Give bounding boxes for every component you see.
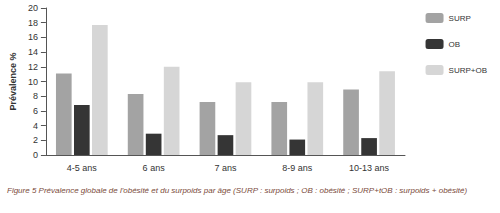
svg-text:SURP+OB: SURP+OB (449, 66, 487, 75)
svg-text:4: 4 (33, 121, 38, 131)
svg-text:10: 10 (28, 77, 38, 87)
svg-text:20: 20 (28, 3, 38, 13)
svg-text:14: 14 (28, 47, 38, 57)
svg-text:18: 18 (28, 18, 38, 28)
svg-text:0: 0 (33, 150, 38, 160)
svg-text:10-13 ans: 10-13 ans (349, 163, 390, 173)
svg-text:4-5 ans: 4-5 ans (67, 163, 98, 173)
svg-text:Prévalence %: Prévalence % (8, 52, 18, 110)
svg-text:OB: OB (449, 40, 461, 49)
svg-text:6 ans: 6 ans (143, 163, 166, 173)
svg-text:SURP: SURP (449, 14, 471, 23)
svg-text:8: 8 (33, 91, 38, 101)
svg-text:7 ans: 7 ans (214, 163, 237, 173)
svg-text:12: 12 (28, 62, 38, 72)
svg-text:2: 2 (33, 135, 38, 145)
svg-text:6: 6 (33, 106, 38, 116)
svg-text:Figure 5 Prévalence globale de: Figure 5 Prévalence globale de l'obésité… (7, 186, 467, 195)
svg-text:16: 16 (28, 32, 38, 42)
svg-text:8-9 ans: 8-9 ans (282, 163, 313, 173)
